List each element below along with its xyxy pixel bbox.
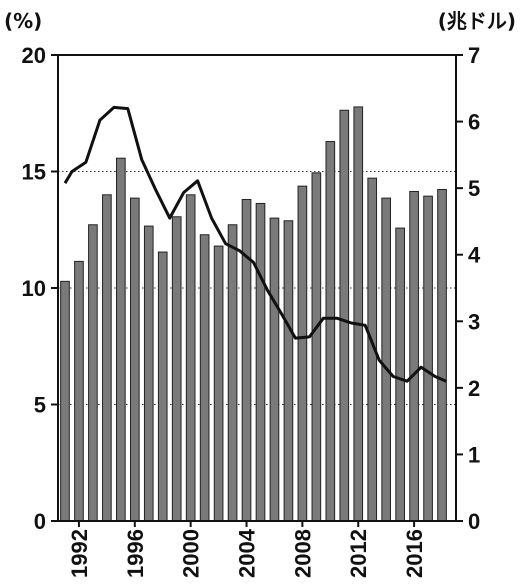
bar bbox=[283, 220, 294, 522]
right-tick-label: 5 bbox=[468, 176, 480, 201]
x-tick-label: 1996 bbox=[123, 529, 148, 578]
bar-series bbox=[60, 106, 447, 522]
line-series bbox=[63, 105, 447, 383]
bar bbox=[381, 197, 392, 522]
left-tick-label: 20 bbox=[22, 43, 46, 68]
bar bbox=[88, 224, 98, 522]
x-tick-label: 2016 bbox=[402, 529, 427, 578]
bar bbox=[74, 260, 84, 522]
bar bbox=[353, 106, 364, 522]
x-tick-label: 2008 bbox=[290, 529, 315, 578]
bar bbox=[241, 198, 252, 522]
bar bbox=[213, 245, 224, 522]
tick-labels: 0 5 10 15 20 0 1 2 3 4 5 6 7 1992 1996 2000 2004 2008 2012… bbox=[22, 43, 481, 578]
right-tick-label: 6 bbox=[468, 110, 480, 135]
bar bbox=[171, 216, 182, 522]
axes bbox=[51, 54, 463, 527]
right-tick-label: 0 bbox=[468, 509, 480, 534]
series-line bbox=[63, 105, 447, 383]
x-tick-label: 2000 bbox=[179, 529, 204, 578]
bar bbox=[60, 280, 70, 522]
x-tick-label: 1992 bbox=[67, 529, 92, 578]
left-tick-label: 5 bbox=[34, 393, 46, 418]
bar bbox=[437, 188, 447, 522]
bar bbox=[129, 197, 140, 522]
bar bbox=[339, 109, 350, 522]
left-tick-label: 15 bbox=[22, 160, 46, 185]
left-unit-label: (%) bbox=[4, 9, 42, 33]
bar bbox=[157, 251, 168, 522]
right-tick-label: 1 bbox=[468, 442, 480, 467]
left-tick-label: 0 bbox=[34, 509, 46, 534]
bar bbox=[311, 172, 322, 522]
right-tick-label: 7 bbox=[468, 43, 480, 68]
x-tick-label: 2004 bbox=[235, 528, 260, 578]
right-tick-label: 4 bbox=[468, 243, 481, 268]
bar bbox=[297, 185, 308, 522]
bar bbox=[423, 195, 433, 522]
right-tick-label: 3 bbox=[468, 309, 480, 334]
bar bbox=[116, 157, 126, 522]
bar bbox=[102, 194, 112, 522]
bar bbox=[255, 202, 266, 522]
bar bbox=[409, 190, 419, 522]
bar bbox=[143, 225, 154, 522]
bar bbox=[199, 234, 210, 522]
bar bbox=[185, 194, 196, 522]
bar bbox=[395, 227, 405, 522]
bar bbox=[269, 217, 280, 522]
left-tick-label: 10 bbox=[22, 276, 46, 301]
right-unit-label: (兆ドル) bbox=[438, 9, 516, 33]
bar bbox=[227, 224, 238, 522]
x-tick-label: 2012 bbox=[346, 529, 371, 578]
right-tick-label: 2 bbox=[468, 376, 480, 401]
bar bbox=[325, 141, 336, 522]
